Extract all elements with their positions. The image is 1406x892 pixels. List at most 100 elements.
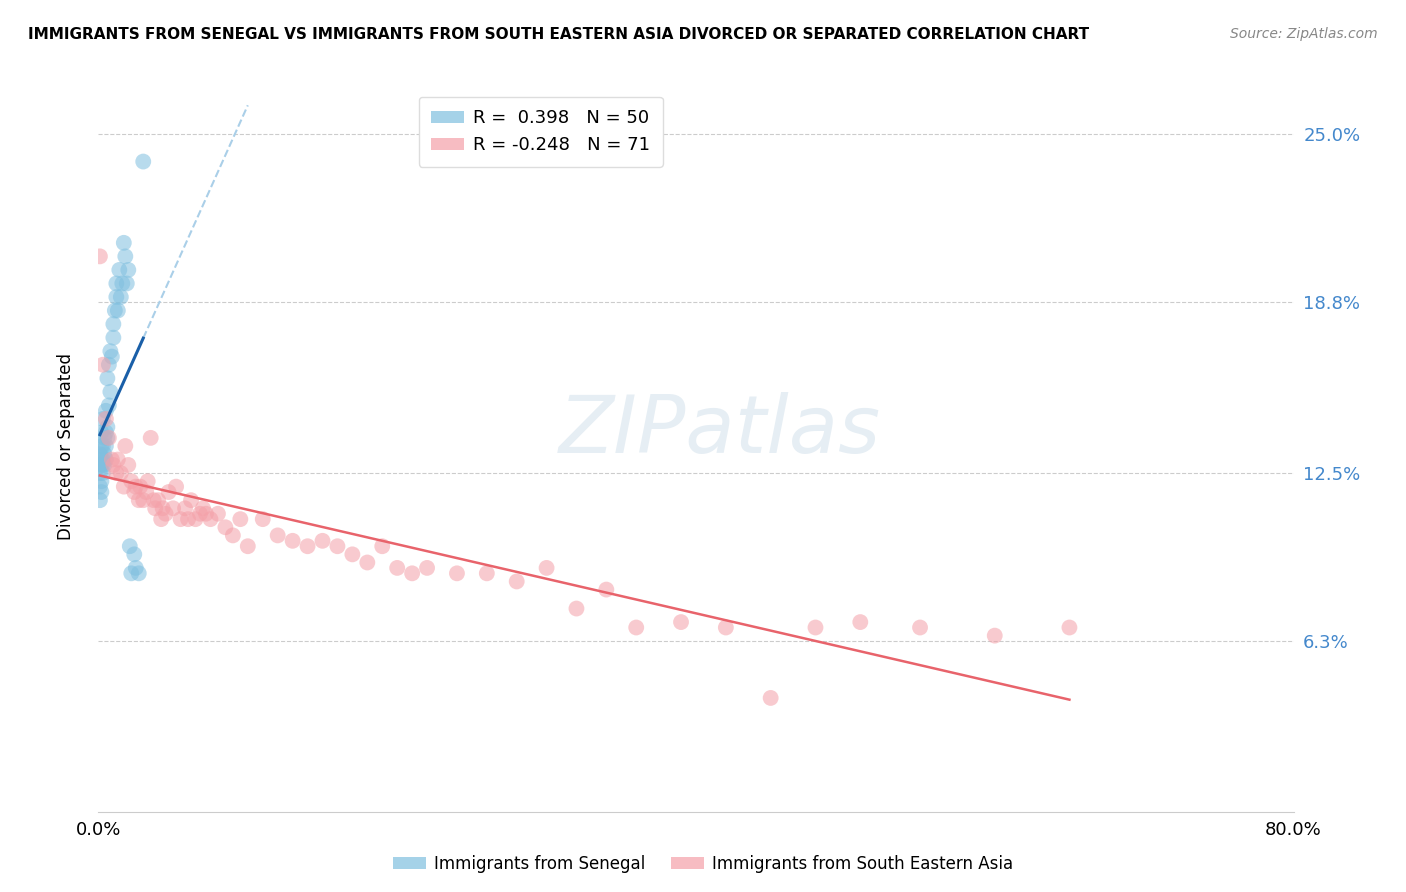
Point: [416, 561, 439, 575]
Point: [669, 615, 692, 629]
Point: [184, 512, 207, 526]
Point: [108, 263, 131, 277]
Point: [90, 439, 112, 453]
Point: [115, 277, 138, 291]
Point: [252, 512, 274, 526]
Point: [150, 512, 173, 526]
Point: [267, 528, 290, 542]
Point: [90, 452, 112, 467]
Point: [93, 447, 115, 461]
Point: [94, 412, 117, 426]
Point: [180, 493, 202, 508]
Point: [105, 290, 128, 304]
Point: [91, 439, 114, 453]
Point: [446, 566, 468, 581]
Legend: R =  0.398   N = 50, R = -0.248   N = 71: R = 0.398 N = 50, R = -0.248 N = 71: [419, 96, 662, 167]
Point: [124, 485, 146, 500]
Point: [142, 493, 165, 508]
Point: [93, 431, 115, 445]
Point: [236, 539, 259, 553]
Point: [89, 493, 111, 508]
Point: [759, 690, 782, 705]
Point: [105, 277, 128, 291]
Point: [200, 512, 222, 526]
Point: [139, 431, 162, 445]
Point: [191, 501, 214, 516]
Point: [536, 561, 558, 575]
Point: [297, 539, 319, 553]
Point: [107, 303, 129, 318]
Point: [132, 154, 155, 169]
Point: [132, 493, 155, 508]
Point: [174, 501, 197, 516]
Point: [89, 458, 111, 472]
Point: [91, 358, 114, 372]
Point: [98, 344, 122, 359]
Point: [207, 507, 229, 521]
Point: [849, 615, 872, 629]
Point: [626, 620, 648, 634]
Point: [506, 574, 529, 589]
Point: [371, 539, 394, 553]
Text: ZIPatlas: ZIPatlas: [558, 392, 882, 470]
Point: [111, 277, 134, 291]
Point: [97, 398, 120, 412]
Point: [143, 501, 166, 516]
Point: [135, 485, 157, 500]
Point: [229, 512, 252, 526]
Point: [110, 290, 132, 304]
Point: [103, 317, 125, 331]
Point: [475, 566, 498, 581]
Point: [112, 480, 135, 494]
Point: [104, 303, 127, 318]
Point: [129, 480, 152, 494]
Point: [169, 512, 191, 526]
Point: [117, 263, 139, 277]
Point: [125, 561, 148, 575]
Point: [91, 458, 114, 472]
Point: [112, 235, 135, 250]
Point: [908, 620, 931, 634]
Point: [96, 431, 118, 445]
Point: [93, 458, 115, 472]
Point: [94, 425, 117, 440]
Point: [97, 358, 120, 372]
Point: [105, 466, 128, 480]
Point: [120, 474, 142, 488]
Point: [152, 501, 174, 516]
Point: [90, 425, 112, 440]
Point: [107, 452, 129, 467]
Point: [89, 480, 111, 494]
Point: [101, 452, 124, 467]
Point: [124, 547, 146, 561]
Point: [165, 480, 187, 494]
Point: [94, 439, 117, 453]
Point: [714, 620, 737, 634]
Point: [97, 431, 120, 445]
Point: [148, 493, 170, 508]
Point: [114, 249, 136, 263]
Point: [1059, 620, 1081, 634]
Point: [326, 539, 349, 553]
Text: IMMIGRANTS FROM SENEGAL VS IMMIGRANTS FROM SOUTH EASTERN ASIA DIVORCED OR SEPARA: IMMIGRANTS FROM SENEGAL VS IMMIGRANTS FR…: [28, 27, 1090, 42]
Point: [120, 566, 142, 581]
Point: [195, 507, 218, 521]
Point: [136, 474, 159, 488]
Point: [94, 404, 117, 418]
Point: [125, 480, 148, 494]
Point: [103, 458, 125, 472]
Point: [595, 582, 617, 597]
Point: [90, 485, 112, 500]
Point: [96, 371, 118, 385]
Point: [401, 566, 423, 581]
Point: [356, 556, 378, 570]
Point: [155, 507, 177, 521]
Point: [110, 466, 132, 480]
Point: [565, 601, 588, 615]
Point: [89, 466, 111, 480]
Point: [385, 561, 409, 575]
Point: [118, 539, 141, 553]
Point: [128, 566, 150, 581]
Text: Source: ZipAtlas.com: Source: ZipAtlas.com: [1230, 27, 1378, 41]
Point: [804, 620, 827, 634]
